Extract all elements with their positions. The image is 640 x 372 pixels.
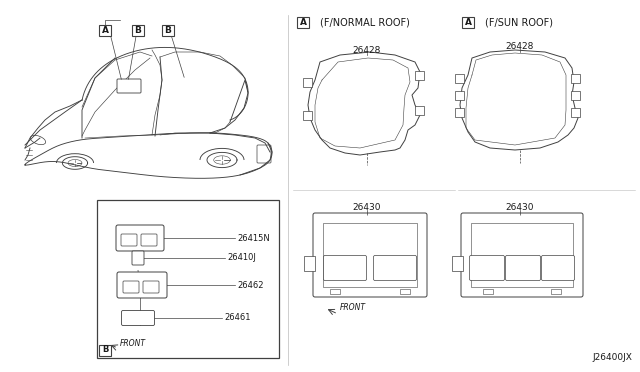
FancyBboxPatch shape — [122, 311, 154, 326]
Text: 26430: 26430 — [506, 202, 534, 212]
FancyBboxPatch shape — [541, 256, 575, 280]
FancyBboxPatch shape — [143, 281, 159, 293]
FancyBboxPatch shape — [415, 106, 424, 115]
FancyBboxPatch shape — [121, 234, 137, 246]
Text: 26428: 26428 — [506, 42, 534, 51]
FancyBboxPatch shape — [456, 90, 465, 99]
FancyBboxPatch shape — [470, 256, 504, 280]
FancyBboxPatch shape — [141, 234, 157, 246]
Text: A: A — [102, 26, 109, 35]
FancyBboxPatch shape — [572, 108, 580, 116]
FancyBboxPatch shape — [506, 256, 541, 280]
Text: FRONT: FRONT — [120, 340, 146, 349]
Text: B: B — [164, 26, 172, 35]
FancyBboxPatch shape — [97, 200, 279, 358]
Text: J26400JX: J26400JX — [592, 353, 632, 362]
FancyBboxPatch shape — [483, 289, 493, 294]
Ellipse shape — [30, 135, 45, 145]
FancyBboxPatch shape — [330, 289, 340, 294]
FancyBboxPatch shape — [123, 281, 139, 293]
FancyBboxPatch shape — [162, 25, 174, 35]
FancyBboxPatch shape — [323, 223, 417, 287]
FancyBboxPatch shape — [572, 74, 580, 83]
FancyBboxPatch shape — [572, 90, 580, 99]
FancyBboxPatch shape — [400, 289, 410, 294]
FancyBboxPatch shape — [551, 289, 561, 294]
Text: 26428: 26428 — [353, 45, 381, 55]
Polygon shape — [308, 52, 420, 155]
Text: (F/NORMAL ROOF): (F/NORMAL ROOF) — [320, 17, 410, 27]
Text: A: A — [300, 17, 307, 26]
FancyBboxPatch shape — [415, 71, 424, 80]
Text: (F/SUN ROOF): (F/SUN ROOF) — [485, 17, 553, 27]
FancyBboxPatch shape — [461, 213, 583, 297]
FancyBboxPatch shape — [471, 223, 573, 287]
Text: B: B — [134, 26, 141, 35]
FancyBboxPatch shape — [462, 16, 474, 28]
FancyBboxPatch shape — [313, 213, 427, 297]
FancyBboxPatch shape — [452, 256, 463, 270]
Text: 26410J: 26410J — [227, 253, 256, 263]
FancyBboxPatch shape — [374, 256, 417, 280]
FancyBboxPatch shape — [116, 225, 164, 251]
FancyBboxPatch shape — [257, 145, 271, 163]
Text: 26430: 26430 — [353, 202, 381, 212]
FancyBboxPatch shape — [297, 16, 309, 28]
Text: A: A — [465, 17, 472, 26]
FancyBboxPatch shape — [99, 25, 111, 35]
FancyBboxPatch shape — [117, 272, 167, 298]
Text: B: B — [102, 346, 108, 355]
FancyBboxPatch shape — [99, 344, 111, 356]
FancyBboxPatch shape — [303, 77, 312, 87]
FancyBboxPatch shape — [303, 110, 312, 119]
FancyBboxPatch shape — [456, 108, 465, 116]
Text: 26462: 26462 — [237, 280, 264, 289]
Text: FRONT: FRONT — [340, 304, 366, 312]
FancyBboxPatch shape — [132, 251, 144, 265]
Polygon shape — [460, 50, 578, 150]
FancyBboxPatch shape — [132, 25, 144, 35]
Text: 26415N: 26415N — [237, 234, 269, 243]
FancyBboxPatch shape — [305, 256, 316, 270]
FancyBboxPatch shape — [456, 74, 465, 83]
FancyBboxPatch shape — [323, 256, 367, 280]
FancyBboxPatch shape — [117, 79, 141, 93]
Text: 26461: 26461 — [224, 314, 250, 323]
